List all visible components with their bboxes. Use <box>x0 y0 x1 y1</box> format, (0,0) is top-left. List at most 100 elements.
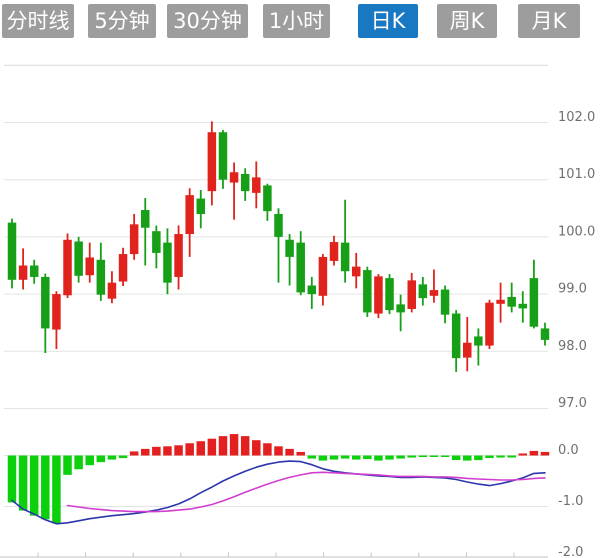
macd-bar-up <box>274 446 283 456</box>
macd-bar-down <box>507 455 516 458</box>
macd-bar-up <box>263 443 272 456</box>
macd-bar-down <box>407 455 416 458</box>
macd-bar-down <box>118 455 128 459</box>
macd-bar-down <box>29 455 39 516</box>
candle-wick <box>433 269 435 303</box>
macd-bar-down <box>74 455 83 470</box>
candle-up <box>496 299 505 304</box>
candle-up <box>374 276 383 314</box>
macd-bar-up <box>240 436 250 456</box>
macd-axis-label: -1.0 <box>558 494 583 509</box>
candle-up <box>229 172 239 183</box>
candle-down <box>263 185 272 212</box>
candle-up <box>174 234 183 277</box>
candle-down <box>385 278 394 311</box>
macd-bar-down <box>340 455 350 459</box>
candle-up <box>252 177 261 193</box>
candle-up <box>118 254 128 282</box>
macd-bar-down <box>63 455 72 475</box>
macd-bar-up <box>229 434 239 456</box>
macd-bar-down <box>307 455 317 459</box>
candle-up <box>485 302 494 346</box>
candle-down <box>196 198 206 215</box>
macd-bar-down <box>429 455 439 457</box>
candle-down <box>96 259 106 295</box>
candle-down <box>418 284 428 299</box>
candle-down <box>518 303 528 309</box>
candle-down <box>285 239 294 257</box>
tab-5min[interactable]: 5分钟 <box>88 4 156 38</box>
macd-bar-up <box>540 451 550 456</box>
candle-down <box>240 173 250 192</box>
candle-up <box>85 257 94 276</box>
macd-bar-down <box>18 455 28 511</box>
candle-down <box>440 289 450 315</box>
candle-up <box>185 195 194 235</box>
candle-down <box>296 242 305 293</box>
candle-wick <box>477 328 480 366</box>
macd-bar-up <box>129 451 139 456</box>
macd-bar-down <box>474 455 483 461</box>
candle-down <box>340 242 350 272</box>
macd-bar-up <box>218 436 228 456</box>
macd-bar-down <box>351 455 361 460</box>
candle-up <box>63 239 72 296</box>
candle-wick <box>233 162 235 220</box>
candle-down <box>507 296 516 307</box>
candle-down <box>540 328 550 340</box>
candle-up <box>18 265 28 280</box>
candle-down <box>74 241 83 276</box>
candle-up <box>429 290 439 296</box>
candle-down <box>396 304 405 313</box>
price-axis-label: 97.0 <box>558 396 587 411</box>
price-axis-label: 101.0 <box>558 167 595 182</box>
candle-down <box>529 278 539 327</box>
macd-axis-label: 0.0 <box>558 443 579 458</box>
macd-bar-down <box>96 455 106 463</box>
candle-up <box>407 280 416 309</box>
macd-bar-down <box>496 455 505 458</box>
candle-down <box>363 270 372 313</box>
candle-up <box>351 266 361 277</box>
interval-tabbar: 分时线 5分钟 30分钟 1小时 日K 周K 月K <box>0 0 602 42</box>
tab-daily-k-active[interactable]: 日K <box>358 4 418 38</box>
macd-bar-up <box>285 448 294 456</box>
candle-down <box>7 222 17 280</box>
tab-30min[interactable]: 30分钟 <box>167 4 248 38</box>
macd-bar-down <box>485 455 494 459</box>
candle-wick <box>277 208 280 283</box>
tab-1hour[interactable]: 1小时 <box>263 4 330 38</box>
candle-down <box>140 210 150 228</box>
macd-bar-up <box>252 440 261 456</box>
tab-weekly-k[interactable]: 周K <box>437 4 497 38</box>
candle-down <box>163 242 172 283</box>
candle-wick <box>288 234 291 286</box>
candle-down <box>29 265 39 277</box>
macd-bar-down <box>418 455 428 458</box>
price-axis-label: 98.0 <box>558 339 587 354</box>
candle-up <box>107 282 117 299</box>
macd-bar-down <box>41 455 50 520</box>
macd-bar-down <box>329 455 339 460</box>
candle-down <box>274 214 283 237</box>
candle-down <box>41 276 50 329</box>
macd-bar-down <box>85 455 94 466</box>
macd-bar-up <box>518 453 528 456</box>
price-axis-label: 102.0 <box>558 110 595 125</box>
macd-bar-down <box>363 455 372 460</box>
candle-wick <box>399 294 402 332</box>
tab-timeline[interactable]: 分时线 <box>2 4 74 38</box>
macd-bar-up <box>296 451 305 456</box>
macd-axis-label: -2.0 <box>558 545 583 558</box>
candle-up <box>463 342 472 358</box>
macd-bar-up <box>152 446 161 456</box>
macd-bar-down <box>7 455 17 503</box>
macd-bar-up <box>196 441 206 456</box>
candle-wick <box>344 199 347 283</box>
tab-monthly-k[interactable]: 月K <box>518 4 580 38</box>
candle-down <box>451 313 461 359</box>
dea-line <box>66 471 546 513</box>
macd-bar-down <box>385 455 394 460</box>
